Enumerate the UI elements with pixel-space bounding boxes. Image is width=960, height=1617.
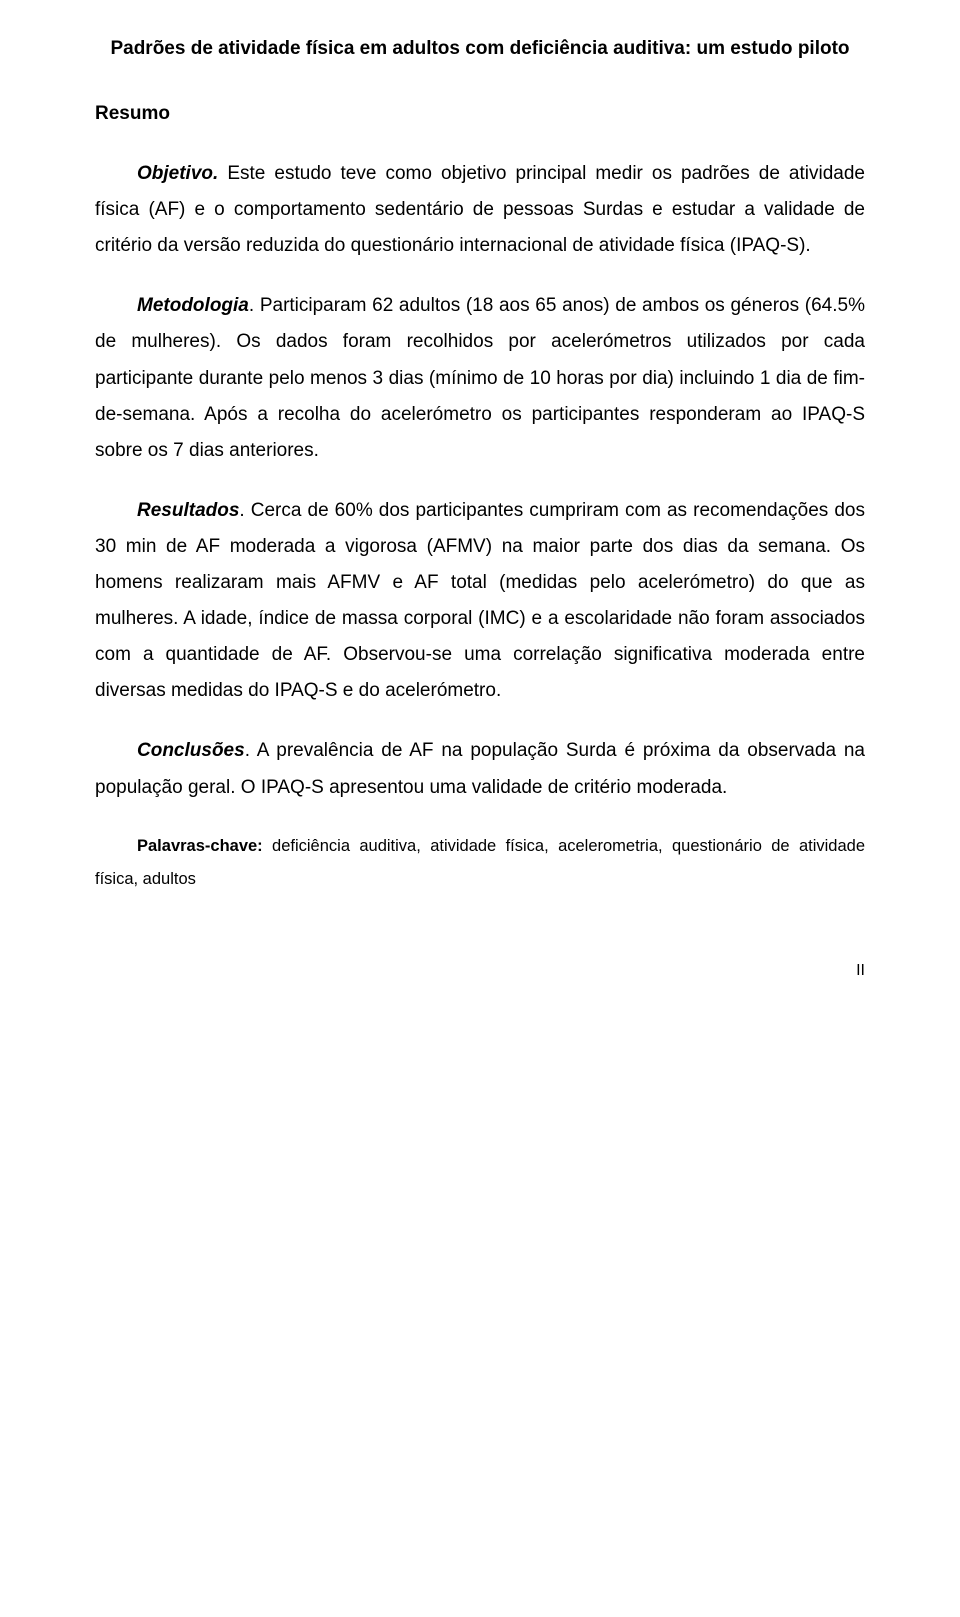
resultados-heading: Resultados xyxy=(137,500,239,521)
keywords-label: Palavras-chave: xyxy=(137,837,263,855)
resumo-heading: Resumo xyxy=(95,96,865,132)
resultados-paragraph: Resultados. Cerca de 60% dos participant… xyxy=(95,493,865,710)
conclusoes-heading: Conclusões xyxy=(137,740,245,761)
metodologia-paragraph: Metodologia. Participaram 62 adultos (18… xyxy=(95,288,865,468)
resultados-text: . Cerca de 60% dos participantes cumprir… xyxy=(95,500,865,701)
metodologia-heading: Metodologia xyxy=(137,295,249,316)
keywords-paragraph: Palavras-chave: deficiência auditiva, at… xyxy=(95,830,865,896)
metodologia-text: . Participaram 62 adultos (18 aos 65 ano… xyxy=(95,295,865,460)
conclusoes-paragraph: Conclusões. A prevalência de AF na popul… xyxy=(95,733,865,805)
document-title: Padrões de atividade física em adultos c… xyxy=(95,30,865,68)
objetivo-heading: Objetivo. xyxy=(137,163,218,184)
page-number: II xyxy=(95,956,865,986)
objetivo-paragraph: Objetivo. Este estudo teve como objetivo… xyxy=(95,156,865,264)
